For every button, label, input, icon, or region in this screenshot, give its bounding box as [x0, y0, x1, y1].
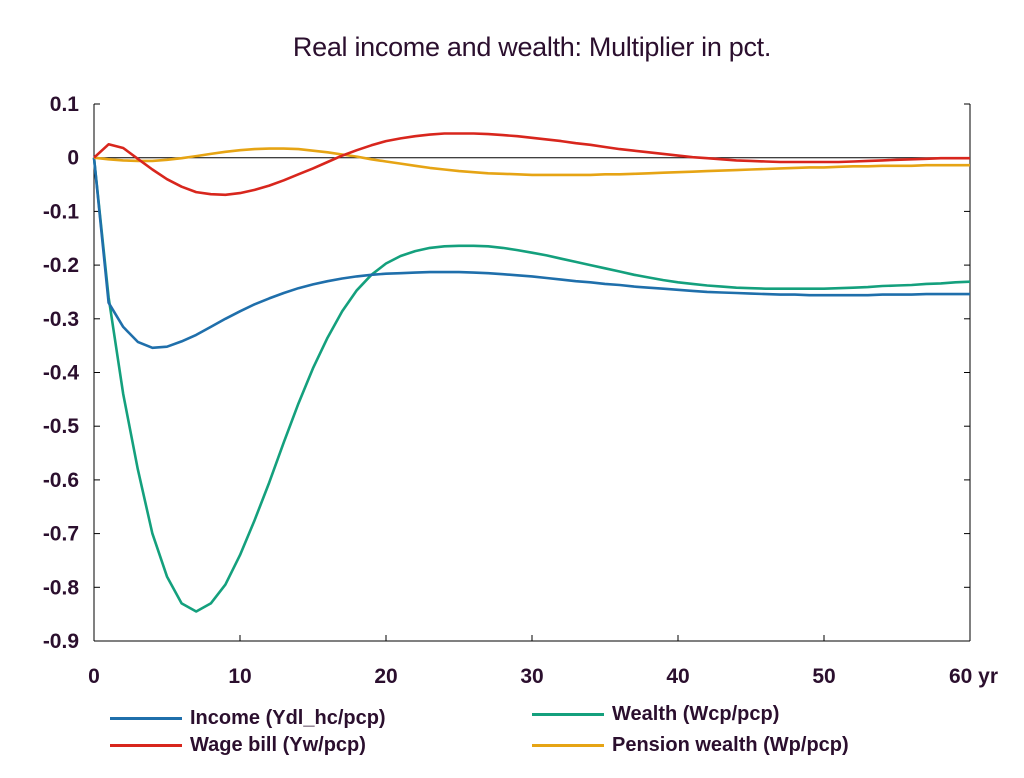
- series-line-income: [92, 157, 970, 350]
- x-tick-label: 50: [812, 665, 835, 688]
- y-tick-label: -0.5: [43, 415, 80, 438]
- x-tick-label: 30: [520, 665, 543, 688]
- y-tick-label: -0.1: [43, 200, 80, 223]
- tick-labels: 0.1 0 -0.1 -0.2 -0.3 -0.4 -0.5 -0.6 -0.7 -0.8 -0.9…: [43, 93, 998, 688]
- x-tick-label: 40: [666, 665, 689, 688]
- y-tick-label: -0.9: [43, 630, 79, 653]
- y-tick-label: -0.7: [43, 523, 79, 546]
- y-tick-label: -0.6: [43, 469, 79, 492]
- chart-title: Real income and wealth: Multiplier in pc…: [292, 32, 772, 62]
- x-tick-label: 0: [88, 665, 100, 688]
- y-tick-label: -0.2: [43, 254, 79, 277]
- x-tick-label: 60 yr: [949, 665, 998, 688]
- series-lines: [92, 132, 971, 613]
- y-tick-label: -0.3: [43, 308, 79, 331]
- series-line-pension: [93, 147, 970, 177]
- series-line-wage: [93, 132, 970, 197]
- series-line-wealth: [92, 157, 971, 613]
- x-tick-label: 10: [228, 665, 251, 688]
- axes: [93, 103, 971, 642]
- y-tick-label: -0.4: [43, 362, 80, 385]
- y-tick-label: 0.1: [50, 93, 80, 116]
- x-tick-label: 20: [374, 665, 397, 688]
- y-tick-label: 0: [67, 147, 79, 170]
- y-tick-label: -0.8: [43, 576, 80, 599]
